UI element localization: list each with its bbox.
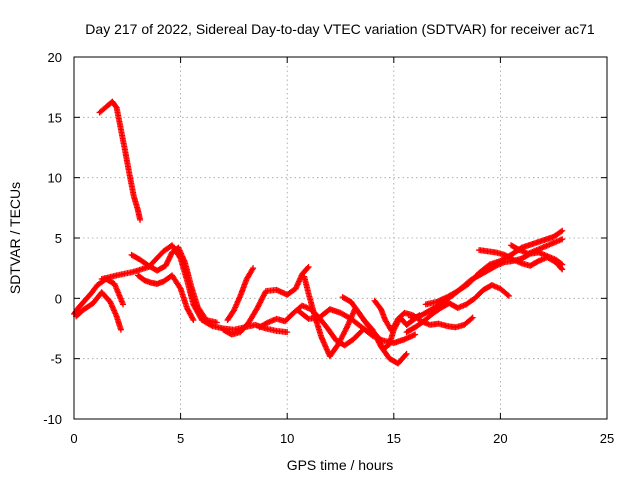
series-s11 bbox=[294, 306, 419, 346]
data-point bbox=[559, 227, 566, 234]
y-tick-labels: -10 -5 0 5 10 15 20 bbox=[43, 50, 62, 427]
data-point bbox=[250, 265, 257, 272]
data-point bbox=[357, 328, 364, 335]
axis-ticks bbox=[73, 56, 608, 420]
data-point bbox=[190, 317, 197, 324]
data-point bbox=[468, 315, 475, 322]
y-tick-label: 0 bbox=[55, 291, 62, 306]
data-point bbox=[120, 301, 127, 308]
data-point bbox=[112, 103, 119, 110]
series-s12 bbox=[339, 294, 423, 353]
series-s16 bbox=[422, 227, 566, 308]
x-tick-label: 0 bbox=[70, 431, 77, 446]
x-tick-label: 5 bbox=[177, 431, 184, 446]
data-point bbox=[559, 266, 566, 273]
y-tick-label: 15 bbox=[48, 110, 62, 125]
series-s8 bbox=[220, 263, 312, 338]
series-s3 bbox=[96, 98, 144, 223]
series-s18 bbox=[508, 236, 566, 257]
data-point bbox=[117, 326, 124, 333]
y-tick-label: 20 bbox=[48, 50, 62, 65]
data-point bbox=[304, 264, 311, 271]
y-tick-label: -10 bbox=[43, 412, 62, 427]
x-tick-labels: 0 5 10 15 20 25 bbox=[70, 431, 614, 446]
series-s2 bbox=[73, 289, 124, 333]
series-s4 bbox=[98, 242, 291, 336]
data-point bbox=[402, 351, 409, 358]
data-point bbox=[504, 291, 511, 298]
data-point bbox=[505, 292, 512, 299]
data-point bbox=[213, 319, 220, 326]
y-axis-title: SDTVAR / TECUs bbox=[7, 182, 23, 294]
series-s7 bbox=[224, 265, 257, 324]
y-tick-label: -5 bbox=[50, 352, 62, 367]
data-point bbox=[189, 315, 196, 322]
data-point bbox=[305, 263, 312, 270]
data-points bbox=[71, 98, 566, 367]
data-point bbox=[412, 331, 419, 338]
data-point bbox=[176, 284, 183, 291]
data-point bbox=[469, 314, 476, 321]
x-tick-label: 20 bbox=[493, 431, 507, 446]
data-point bbox=[559, 236, 566, 243]
grid-lines bbox=[74, 57, 607, 419]
data-point bbox=[403, 350, 410, 357]
x-axis-title: GPS time / hours bbox=[287, 457, 394, 473]
data-point bbox=[558, 228, 565, 235]
y-tick-label: 10 bbox=[48, 171, 62, 186]
data-point bbox=[558, 265, 565, 272]
chart-title: Day 217 of 2022, Sidereal Day-to-day VTE… bbox=[85, 21, 595, 37]
x-tick-label: 10 bbox=[280, 431, 294, 446]
data-point bbox=[284, 329, 291, 336]
series-s6 bbox=[134, 272, 197, 324]
x-tick-label: 15 bbox=[387, 431, 401, 446]
data-point bbox=[137, 216, 144, 223]
series-s5 bbox=[128, 244, 220, 326]
series-s17 bbox=[476, 247, 566, 273]
y-tick-label: 5 bbox=[55, 231, 62, 246]
x-tick-label: 25 bbox=[600, 431, 614, 446]
